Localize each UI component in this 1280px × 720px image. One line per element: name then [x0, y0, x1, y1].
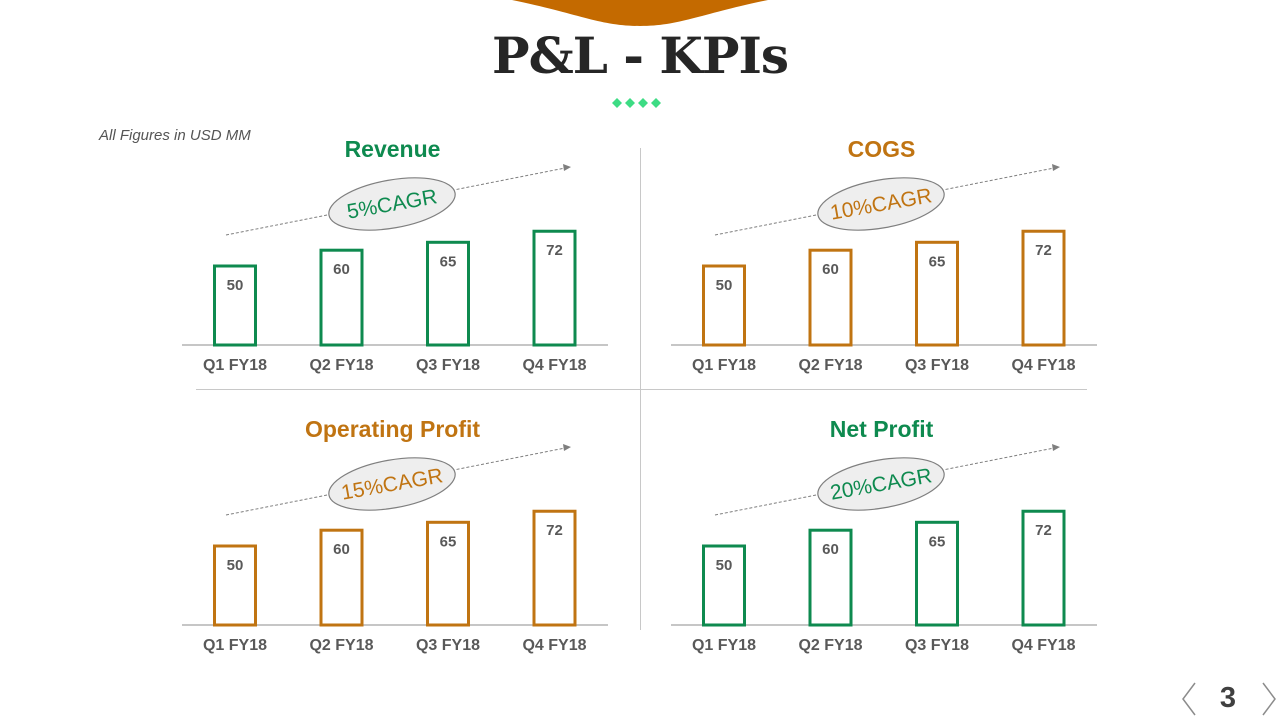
x-tick-label: Q3 FY18 — [905, 637, 969, 654]
trend-arrow-head — [1052, 444, 1060, 451]
bar — [532, 509, 577, 627]
cogs-bar-chart: 50 Q1 FY18 60 Q2 FY18 65 Q3 FY18 72 Q4 FY18 10%C… — [671, 164, 1097, 374]
bar-value-label: 65 — [440, 253, 457, 270]
revenue-chart-panel: Revenue 50 Q1 FY18 60 Q2 FY18 65 Q3 FY18 72 Q4 … — [180, 136, 620, 386]
chart-title: Revenue — [344, 136, 441, 162]
trend-arrow-head — [563, 444, 571, 451]
bar — [213, 264, 257, 347]
bar — [915, 520, 959, 627]
page-title: P&L - KPIs — [491, 26, 789, 85]
bar — [1021, 229, 1066, 347]
bar-value-label: 65 — [929, 253, 946, 270]
bar-value-label: 65 — [440, 533, 457, 550]
bar — [915, 240, 959, 347]
cagr-callout: 20%CAGR — [817, 457, 945, 511]
bar — [213, 544, 257, 627]
net-profit-bar-chart: 50 Q1 FY18 60 Q2 FY18 65 Q3 FY18 72 Q4 FY18 20%C… — [671, 444, 1097, 654]
bar — [1021, 509, 1066, 627]
bar — [808, 528, 853, 627]
cagr-ellipse — [817, 457, 945, 511]
x-tick-label: Q2 FY18 — [798, 357, 862, 374]
bar — [808, 248, 853, 347]
bar-value-label: 50 — [227, 277, 244, 294]
net-profit-chart-panel: Net Profit 50 Q1 FY18 60 Q2 FY18 65 Q3 FY18 72… — [669, 416, 1109, 666]
operating-profit-chart-panel: Operating Profit 50 Q1 FY18 60 Q2 FY18 65 Q3 … — [180, 416, 620, 666]
bar-value-label: 72 — [546, 522, 563, 539]
units-note: All Figures in USD MM — [99, 127, 251, 144]
x-tick-label: Q1 FY18 — [203, 357, 267, 374]
bar-value-label: 72 — [546, 242, 563, 259]
x-tick-label: Q4 FY18 — [1011, 637, 1075, 654]
cagr-ellipse — [328, 457, 456, 511]
bar — [426, 520, 470, 627]
chart-title: Net Profit — [829, 416, 934, 442]
cagr-ellipse — [817, 177, 945, 231]
bar-value-label: 50 — [716, 557, 733, 574]
x-tick-label: Q2 FY18 — [309, 357, 373, 374]
cogs-chart-panel: COGS 50 Q1 FY18 60 Q2 FY18 65 Q3 FY18 72 Q4 FY1… — [669, 136, 1109, 386]
chevron-left-icon[interactable] — [1180, 681, 1198, 717]
bar — [319, 248, 364, 347]
quadrant-horizontal-divider — [196, 389, 1087, 390]
trend-arrow-head — [1052, 164, 1060, 171]
x-tick-label: Q3 FY18 — [416, 357, 480, 374]
x-tick-label: Q4 FY18 — [1011, 357, 1075, 374]
bar-value-label: 60 — [333, 541, 350, 558]
title-diamond-ornament — [612, 98, 661, 108]
bar-value-label: 72 — [1035, 242, 1052, 259]
bar-value-label: 60 — [822, 261, 839, 278]
bar — [702, 544, 746, 627]
bar — [426, 240, 470, 347]
x-tick-label: Q1 FY18 — [203, 637, 267, 654]
bar — [319, 528, 364, 627]
chart-title: Operating Profit — [304, 416, 481, 442]
bar-value-label: 50 — [716, 277, 733, 294]
slide-pager: 3 — [1176, 676, 1280, 720]
chevron-right-icon[interactable] — [1260, 681, 1278, 717]
bar-value-label: 72 — [1035, 522, 1052, 539]
bar-value-label: 50 — [227, 557, 244, 574]
cagr-ellipse — [328, 177, 456, 231]
cagr-callout: 10%CAGR — [817, 177, 945, 231]
x-tick-label: Q2 FY18 — [798, 637, 862, 654]
x-tick-label: Q4 FY18 — [522, 637, 586, 654]
x-tick-label: Q3 FY18 — [416, 637, 480, 654]
bar-value-label: 60 — [333, 261, 350, 278]
cagr-callout: 15%CAGR — [328, 457, 456, 511]
x-tick-label: Q2 FY18 — [309, 637, 373, 654]
bar-value-label: 65 — [929, 533, 946, 550]
header-accent-tab — [512, 0, 768, 26]
x-tick-label: Q3 FY18 — [905, 357, 969, 374]
bar — [702, 264, 746, 347]
trend-arrow-head — [563, 164, 571, 171]
chart-title: COGS — [847, 136, 916, 162]
x-tick-label: Q4 FY18 — [522, 357, 586, 374]
page-number: 3 — [1219, 682, 1237, 714]
x-tick-label: Q1 FY18 — [692, 637, 756, 654]
operating-profit-bar-chart: 50 Q1 FY18 60 Q2 FY18 65 Q3 FY18 72 Q4 FY18 15%C… — [182, 444, 608, 654]
cagr-callout: 5%CAGR — [328, 177, 456, 231]
bar — [532, 229, 577, 347]
bar-value-label: 60 — [822, 541, 839, 558]
x-tick-label: Q1 FY18 — [692, 357, 756, 374]
revenue-bar-chart: 50 Q1 FY18 60 Q2 FY18 65 Q3 FY18 72 Q4 FY18 5%CA… — [182, 164, 608, 374]
